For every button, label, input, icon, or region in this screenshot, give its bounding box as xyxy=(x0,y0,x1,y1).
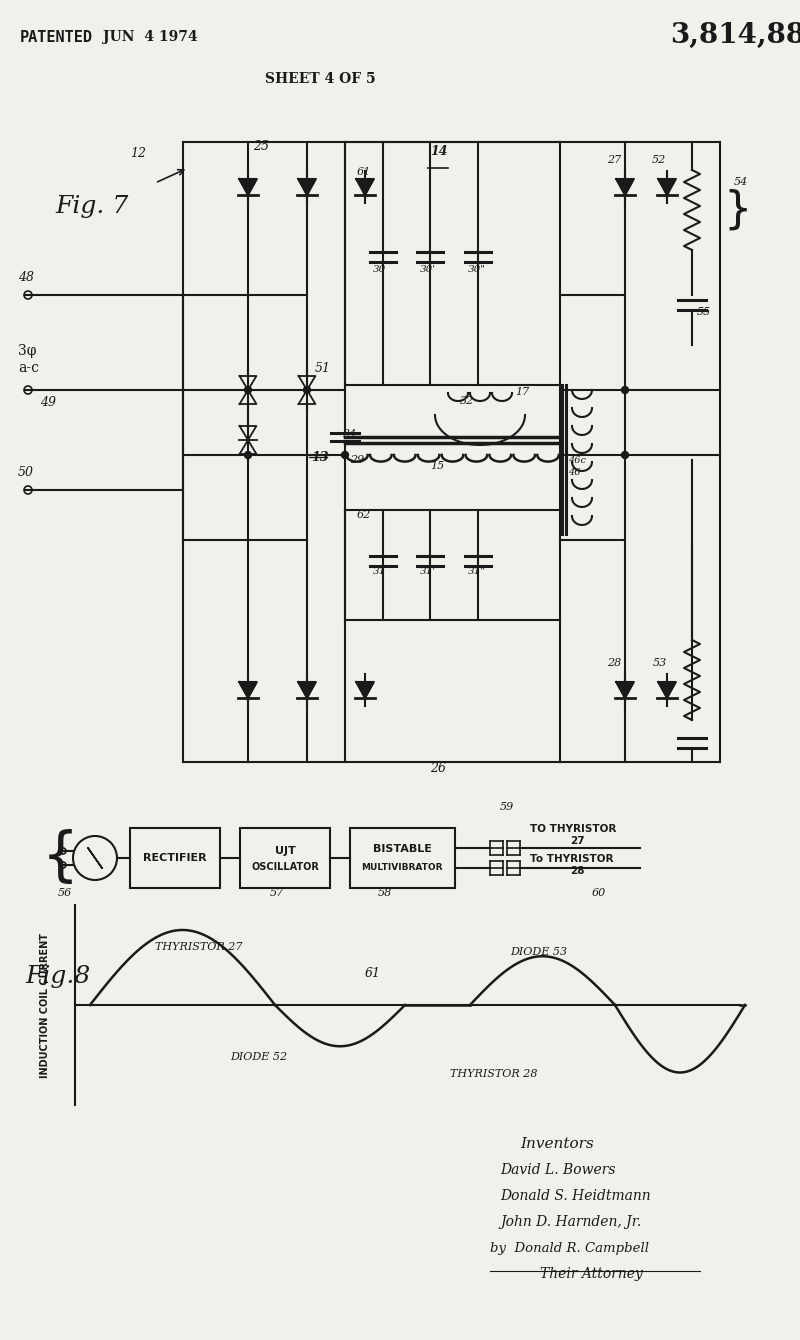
Text: 29: 29 xyxy=(350,456,364,465)
Circle shape xyxy=(622,452,629,458)
Text: PATENTED: PATENTED xyxy=(20,29,93,46)
Text: 24: 24 xyxy=(342,429,356,440)
Text: 31": 31" xyxy=(468,567,486,576)
Text: a-c: a-c xyxy=(18,360,39,375)
Text: 54: 54 xyxy=(734,177,748,188)
Polygon shape xyxy=(658,180,676,196)
Text: 56: 56 xyxy=(58,888,72,898)
Circle shape xyxy=(245,452,251,458)
Polygon shape xyxy=(298,180,316,196)
Text: 28: 28 xyxy=(570,866,585,876)
Text: David L. Bowers: David L. Bowers xyxy=(500,1163,615,1177)
Text: 12: 12 xyxy=(130,147,146,159)
Text: 61: 61 xyxy=(357,168,371,177)
Text: 46c: 46c xyxy=(568,456,586,465)
Text: {: { xyxy=(42,829,78,887)
Text: OSCILLATOR: OSCILLATOR xyxy=(251,862,319,872)
Text: 48: 48 xyxy=(18,271,34,284)
Text: 32: 32 xyxy=(460,397,474,406)
Text: 3,814,888: 3,814,888 xyxy=(670,21,800,50)
Text: Fig.8: Fig.8 xyxy=(25,965,90,988)
Text: UJT: UJT xyxy=(274,846,295,856)
Text: 14: 14 xyxy=(430,145,447,158)
Text: 3φ: 3φ xyxy=(18,344,37,358)
Text: John D. Harnden, Jr.: John D. Harnden, Jr. xyxy=(500,1215,642,1229)
Bar xyxy=(130,828,220,888)
Text: }: } xyxy=(723,189,751,232)
Text: DIODE 52: DIODE 52 xyxy=(230,1052,287,1063)
Text: 31: 31 xyxy=(373,567,386,576)
Text: 27: 27 xyxy=(607,155,622,165)
Text: 62: 62 xyxy=(357,511,371,520)
Text: 57: 57 xyxy=(270,888,284,898)
Circle shape xyxy=(245,386,251,394)
Text: 30: 30 xyxy=(373,265,386,273)
Text: To THYRISTOR: To THYRISTOR xyxy=(530,854,614,864)
Bar xyxy=(350,828,455,888)
Text: 53: 53 xyxy=(653,658,667,669)
Circle shape xyxy=(342,452,349,458)
Text: MULTIVIBRATOR: MULTIVIBRATOR xyxy=(362,863,442,871)
Text: 15: 15 xyxy=(430,461,444,470)
Text: 52: 52 xyxy=(652,155,666,165)
Text: RECTIFIER: RECTIFIER xyxy=(143,854,207,863)
Text: THYRISTOR 28: THYRISTOR 28 xyxy=(450,1069,538,1079)
Polygon shape xyxy=(356,682,374,698)
Text: 46: 46 xyxy=(568,468,581,477)
Text: INDUCTION COIL CURRENT: INDUCTION COIL CURRENT xyxy=(40,933,50,1077)
Text: 55: 55 xyxy=(697,307,711,318)
Polygon shape xyxy=(356,180,374,196)
Text: 49: 49 xyxy=(40,397,56,409)
Text: 51: 51 xyxy=(315,362,331,375)
Text: TO THYRISTOR: TO THYRISTOR xyxy=(530,824,616,833)
Text: 60: 60 xyxy=(592,888,606,898)
Text: JUN  4 1974: JUN 4 1974 xyxy=(103,29,198,44)
Text: 17: 17 xyxy=(515,387,530,397)
Polygon shape xyxy=(239,180,257,196)
Circle shape xyxy=(622,386,629,394)
Bar xyxy=(240,828,330,888)
Text: 31': 31' xyxy=(420,567,436,576)
Polygon shape xyxy=(616,180,634,196)
Text: 30': 30' xyxy=(420,265,436,273)
Text: 13: 13 xyxy=(311,452,329,464)
Text: 28: 28 xyxy=(607,658,622,669)
Text: BISTABLE: BISTABLE xyxy=(373,844,431,854)
Polygon shape xyxy=(616,682,634,698)
Polygon shape xyxy=(239,682,257,698)
Text: 25: 25 xyxy=(253,139,269,153)
Polygon shape xyxy=(658,682,676,698)
Text: DIODE 53: DIODE 53 xyxy=(510,947,567,957)
Text: Fig. 7: Fig. 7 xyxy=(55,196,128,218)
Text: 50: 50 xyxy=(18,466,34,478)
Circle shape xyxy=(303,386,310,394)
Text: THYRISTOR 27: THYRISTOR 27 xyxy=(155,942,242,951)
Polygon shape xyxy=(298,682,316,698)
Text: Inventors: Inventors xyxy=(520,1138,594,1151)
Text: 61: 61 xyxy=(365,967,381,980)
Text: by  Donald R. Campbell: by Donald R. Campbell xyxy=(490,1242,649,1256)
Text: 27: 27 xyxy=(570,836,585,846)
Text: SHEET 4 OF 5: SHEET 4 OF 5 xyxy=(265,72,375,86)
Text: 30": 30" xyxy=(468,265,486,273)
Text: 59: 59 xyxy=(500,803,514,812)
Text: Their Attorney: Their Attorney xyxy=(540,1268,643,1281)
Text: 58: 58 xyxy=(378,888,392,898)
Text: Donald S. Heidtmann: Donald S. Heidtmann xyxy=(500,1189,650,1203)
Text: 26: 26 xyxy=(430,762,446,775)
